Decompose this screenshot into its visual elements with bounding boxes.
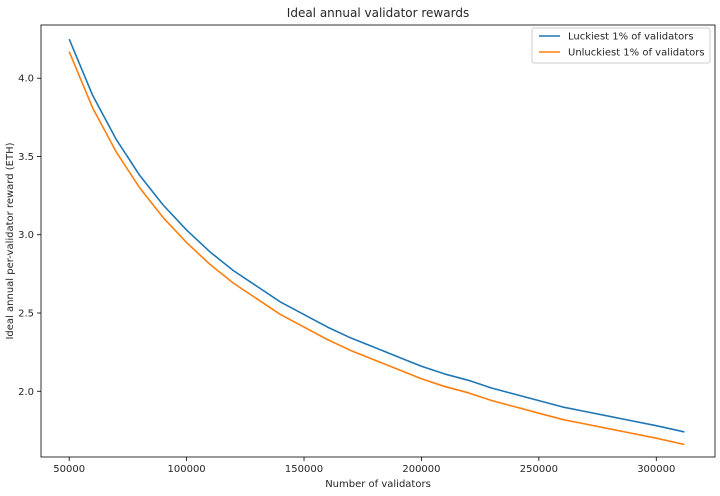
x-tick-label: 200000 xyxy=(402,464,440,475)
ticks-layer: 50000 100000 150000 200000 250000 300000 2.0 2.… xyxy=(18,74,675,475)
x-tick-label: 300000 xyxy=(637,464,675,475)
x-tick-label: 250000 xyxy=(520,464,558,475)
y-tick-label: 3.5 xyxy=(18,152,34,163)
legend: Luckiest 1% of validators Unluckiest 1% … xyxy=(531,27,711,64)
series-layer xyxy=(68,38,685,446)
x-tick-label: 150000 xyxy=(285,464,323,475)
y-tick-label: 2.0 xyxy=(18,387,34,398)
series-line-unluckiest xyxy=(68,51,685,446)
y-tick-label: 3.0 xyxy=(18,230,34,241)
series-line-luckiest xyxy=(68,38,685,433)
y-tick-label: 2.5 xyxy=(18,309,34,320)
x-axis-label: Number of validators xyxy=(325,479,431,490)
y-tick-label: 4.0 xyxy=(18,74,34,85)
plot-frame xyxy=(40,24,716,458)
x-tick-label: 50000 xyxy=(53,464,85,475)
legend-box xyxy=(531,27,711,64)
y-axis-label: Ideal annual per-validator reward (ETH) xyxy=(5,142,16,339)
x-tick-label: 100000 xyxy=(168,464,206,475)
legend-label-luckiest: Luckiest 1% of validators xyxy=(568,32,694,43)
chart-title: Ideal annual validator rewards xyxy=(287,6,469,20)
legend-label-unluckiest: Unluckiest 1% of validators xyxy=(568,48,705,59)
